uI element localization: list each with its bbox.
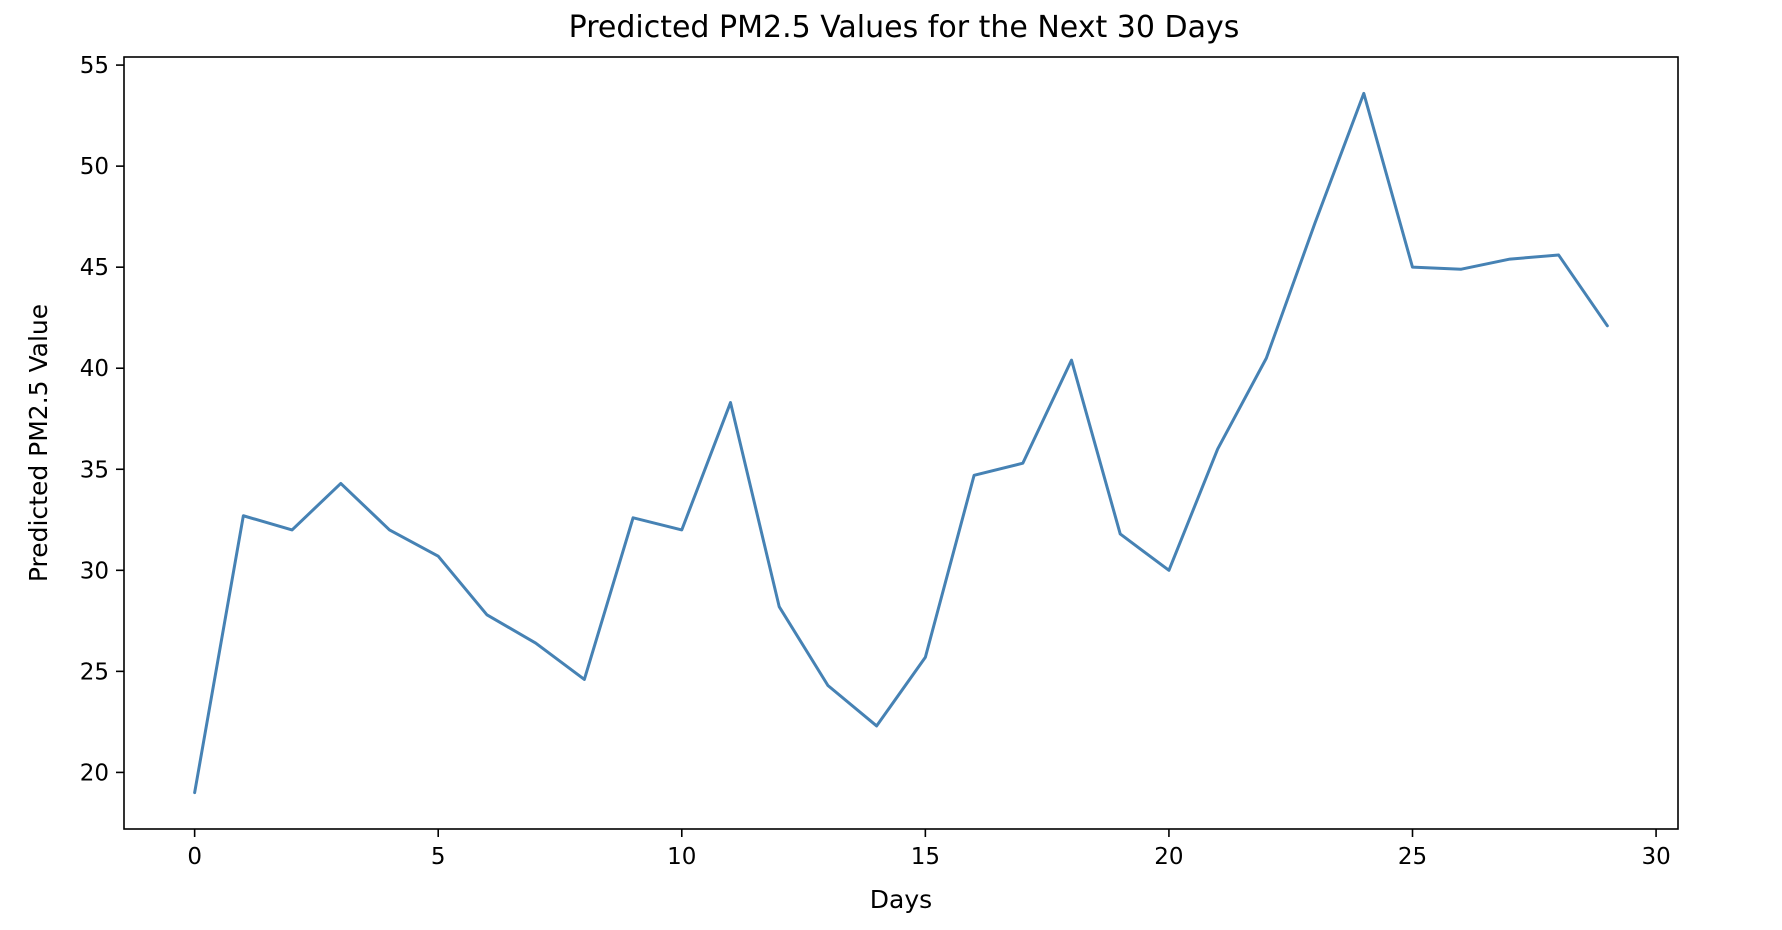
- x-tick-label: 25: [1398, 844, 1427, 870]
- x-tick-label: 15: [911, 844, 940, 870]
- chart-title: Predicted PM2.5 Values for the Next 30 D…: [569, 10, 1240, 45]
- plot-area: [123, 56, 1679, 830]
- y-tick-label: 45: [80, 255, 109, 281]
- axes-frame: [123, 56, 1679, 830]
- y-tick-label: 40: [80, 356, 109, 382]
- y-tick-label: 50: [80, 154, 109, 180]
- y-tick-label: 35: [80, 457, 109, 483]
- y-tick-label: 55: [80, 53, 109, 79]
- x-tick-label: 30: [1641, 844, 1670, 870]
- series-line: [193, 91, 1609, 795]
- y-tick-label: 25: [80, 659, 109, 685]
- y-tick-label: 20: [80, 760, 109, 786]
- x-axis-label: Days: [870, 885, 932, 914]
- y-tick-label: 30: [80, 558, 109, 584]
- x-tick-label: 0: [187, 844, 202, 870]
- y-axis: 20 25 30 35 40 45 50 55: [80, 53, 124, 786]
- x-axis: 0 5 10 15 20 25 30: [187, 829, 1671, 870]
- x-tick-label: 5: [431, 844, 446, 870]
- x-tick-label: 10: [667, 844, 696, 870]
- y-axis-label: Predicted PM2.5 Value: [24, 304, 53, 582]
- x-tick-label: 20: [1154, 844, 1183, 870]
